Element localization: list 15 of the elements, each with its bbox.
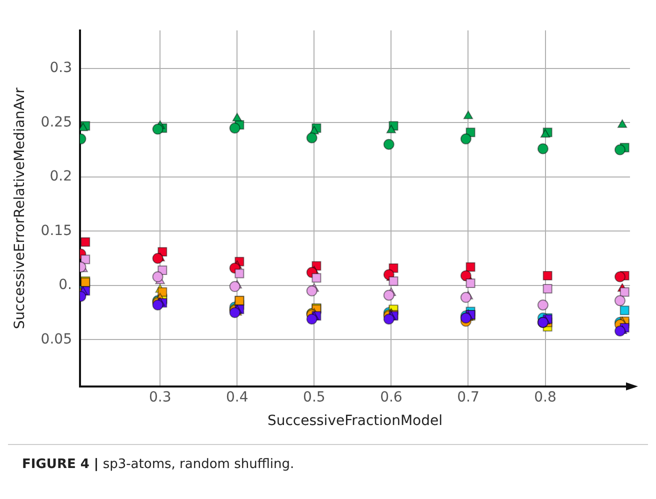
y-tick-label: 0. (58, 277, 72, 294)
y-tick-label: 0.25 (40, 114, 72, 130)
x-tick-label: 0.3 (148, 389, 172, 406)
y-tick-label: 0.15 (40, 222, 72, 239)
x-tick-label: 0.7 (457, 389, 480, 406)
y-axis-title: SuccessiveErrorRelativeMedianAvr (12, 87, 28, 330)
x-tick-label: 0.8 (534, 389, 556, 406)
x-tick-label: 0.5 (303, 389, 326, 406)
x-tick-label: 0.4 (226, 389, 248, 406)
x-tick-label: 0.6 (380, 389, 402, 406)
y-tick-label: 0.3 (50, 60, 72, 76)
y-tick-label: 0.2 (50, 168, 72, 185)
caption: FIGURE 4 | sp3-atoms, random shuffling. (22, 457, 294, 472)
x-axis-title: SuccessiveFractionModel (267, 413, 443, 430)
y-tick-label: 0.05 (40, 331, 72, 348)
